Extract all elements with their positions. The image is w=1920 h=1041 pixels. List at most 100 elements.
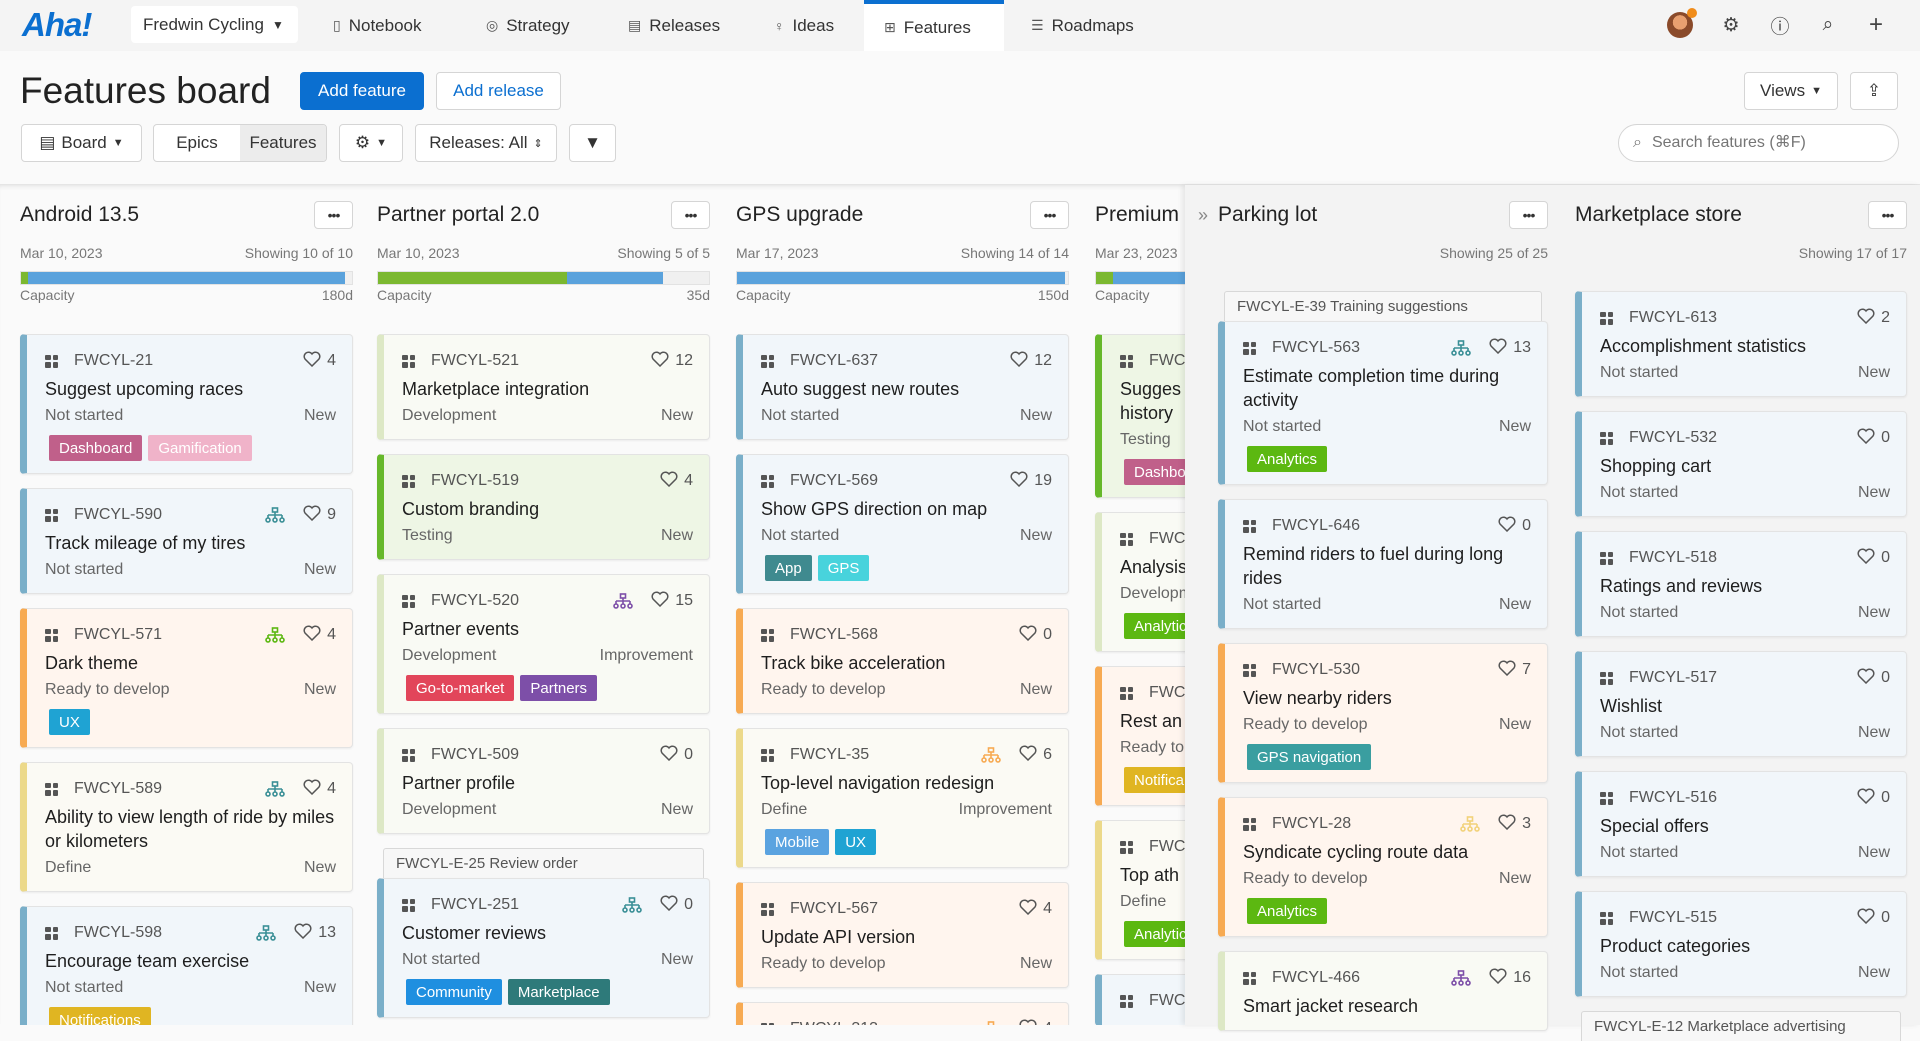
add-release-button[interactable]: Add release [436, 72, 561, 110]
epic-label[interactable]: FWCYL-E-12 Marketplace advertising [1581, 1011, 1901, 1041]
drag-handle-icon[interactable] [1600, 911, 1613, 925]
feature-card[interactable]: FWCYL-516 0 Special offers Not started New [1575, 771, 1907, 877]
feature-id[interactable]: FWCYL-568 [790, 626, 879, 643]
tag[interactable]: GPS [817, 555, 870, 581]
collapse-icon[interactable]: » [1198, 205, 1209, 225]
feature-title[interactable]: Special offers [1600, 816, 1709, 836]
feature-title[interactable]: Remind riders to fuel during long rides [1243, 544, 1504, 588]
tag[interactable]: Dashboard [49, 435, 143, 461]
feature-id[interactable]: FWC [1149, 838, 1185, 855]
release-name[interactable]: Premium [1095, 203, 1180, 226]
drag-handle-icon[interactable] [761, 748, 774, 762]
feature-id[interactable]: FWCYL-518 [1629, 549, 1718, 566]
tag[interactable]: Dashbo [1124, 459, 1185, 485]
drag-handle-icon[interactable] [1243, 341, 1256, 355]
feature-id[interactable]: FWCYL-637 [790, 352, 879, 369]
feature-id[interactable]: FWCYL-517 [1629, 669, 1718, 686]
feature-title[interactable]: Partner events [402, 619, 520, 639]
drag-handle-icon[interactable] [402, 594, 415, 608]
feature-title[interactable]: Dark theme [45, 653, 139, 673]
feature-id[interactable]: FWCYL-28 [1272, 815, 1352, 832]
feature-card[interactable]: FWCYL-517 0 Wishlist Not started New [1575, 651, 1907, 757]
drag-handle-icon[interactable] [1243, 519, 1256, 533]
feature-title[interactable]: Top-level navigation redesign [761, 773, 995, 793]
nav-features[interactable]: ⊞ Features [864, 0, 1004, 51]
tag[interactable]: Mobile [765, 829, 830, 855]
tag[interactable]: Notifica [1124, 767, 1185, 793]
column-menu-button[interactable]: ••• [671, 201, 710, 229]
tag[interactable]: Analytics [1247, 898, 1328, 924]
nav-strategy[interactable]: ◎ Strategy [466, 0, 590, 51]
drag-handle-icon[interactable] [45, 354, 58, 368]
feature-id[interactable]: FWCYL-567 [790, 900, 879, 917]
filter-button[interactable]: ▼ [569, 124, 616, 162]
feature-card[interactable]: FWCYL-519 4 Custom branding Testing New [377, 454, 710, 560]
epic-label[interactable]: FWCYL-E-25 Review order [383, 848, 704, 878]
feature-card[interactable]: FWCYL-646 0 Remind riders to fuel during… [1218, 499, 1548, 629]
feature-title[interactable]: Smart jacket research [1243, 996, 1419, 1016]
tag[interactable]: Community [406, 979, 502, 1005]
feature-card[interactable]: FWC Sugges history Testing Dashbo [1095, 334, 1185, 498]
feature-title[interactable]: Product categories [1600, 936, 1751, 956]
drag-handle-icon[interactable] [1120, 532, 1133, 546]
drag-handle-icon[interactable] [1120, 686, 1133, 700]
tag[interactable]: Analytic [1124, 613, 1185, 639]
hierarchy-icon[interactable] [981, 1021, 1001, 1025]
column-menu-button[interactable]: ••• [1509, 201, 1548, 229]
hierarchy-icon[interactable] [1460, 816, 1480, 832]
drag-handle-icon[interactable] [761, 628, 774, 642]
column-name[interactable]: Parking lot [1218, 203, 1318, 226]
help-icon[interactable]: ⓘ [1770, 16, 1790, 38]
feature-card[interactable]: FWCYL-518 0 Ratings and reviews Not start… [1575, 531, 1907, 637]
feature-title[interactable]: Partner profile [402, 773, 516, 793]
feature-card[interactable]: FWCYL-21 4 Suggest upcoming races Not sta… [20, 334, 353, 474]
hierarchy-icon[interactable] [265, 781, 285, 797]
feature-card[interactable]: FWCYL-35 6 Top-level navigation redesign… [736, 728, 1069, 868]
epic-label[interactable]: FWCYL-E-39 Training suggestions [1224, 291, 1542, 321]
feature-id[interactable]: FWCYL-515 [1629, 909, 1718, 926]
tag[interactable]: Notifications [49, 1007, 151, 1025]
user-avatar[interactable] [1667, 8, 1697, 38]
tag[interactable]: GPS navigation [1247, 744, 1372, 770]
drag-handle-icon[interactable] [1600, 311, 1613, 325]
nav-ideas[interactable]: ♀ Ideas [754, 0, 854, 51]
drag-handle-icon[interactable] [402, 474, 415, 488]
drag-handle-icon[interactable] [1600, 671, 1613, 685]
feature-id[interactable]: FWCYL-571 [74, 626, 163, 643]
feature-card[interactable]: FWCYL-613 2 Accomplishment statistics Not… [1575, 291, 1907, 397]
feature-title[interactable]: Marketplace integration [402, 379, 590, 399]
share-button[interactable]: ⇪ [1850, 72, 1898, 110]
hierarchy-icon[interactable] [256, 925, 277, 941]
drag-handle-icon[interactable] [1120, 840, 1133, 854]
feature-card[interactable]: FWCYL-569 19 Show GPS direction on map No… [736, 454, 1069, 594]
feature-title[interactable]: Suggest upcoming races [45, 379, 244, 399]
plus-icon[interactable]: + [1868, 11, 1883, 38]
nav-roadmaps[interactable]: ☰ Roadmaps [1011, 0, 1154, 51]
tag[interactable]: Go-to-market [406, 675, 515, 701]
features-tab[interactable]: Features [240, 125, 326, 161]
tag[interactable]: Marketplace [507, 979, 610, 1005]
views-dropdown[interactable]: Views ▼ [1744, 72, 1838, 110]
tag[interactable]: UX [49, 709, 90, 735]
feature-card[interactable]: FWC Analysis Developm Analytic [1095, 512, 1185, 652]
hierarchy-icon[interactable] [981, 747, 1001, 763]
nav-releases[interactable]: ▤ Releases [608, 0, 740, 51]
feature-id[interactable]: FWCYL-646 [1272, 517, 1361, 534]
feature-title[interactable]: Encourage team exercise [45, 951, 250, 971]
hierarchy-icon[interactable] [265, 627, 285, 643]
feature-title[interactable]: Accomplishment statistics [1600, 336, 1807, 356]
workspace-dropdown[interactable]: Fredwin Cycling ▼ [131, 6, 298, 43]
feature-id[interactable]: FWC [1149, 992, 1185, 1009]
feature-id[interactable]: FWCYL-35 [790, 746, 870, 763]
feature-card[interactable]: FWCYL-28 3 Syndicate cycling route data R… [1218, 797, 1548, 937]
tag[interactable]: Analytics [1247, 446, 1328, 472]
feature-id[interactable]: FWC [1149, 352, 1185, 369]
column-name[interactable]: Marketplace store [1575, 203, 1742, 226]
feature-id[interactable]: FWC [1149, 684, 1185, 701]
feature-card[interactable]: FWC [1095, 974, 1185, 1025]
feature-title[interactable]: Ratings and reviews [1600, 576, 1763, 596]
feature-id[interactable]: FWCYL-589 [74, 780, 163, 797]
drag-handle-icon[interactable] [1600, 431, 1613, 445]
release-name[interactable]: Android 13.5 [20, 203, 140, 226]
drag-handle-icon[interactable] [1120, 994, 1133, 1008]
